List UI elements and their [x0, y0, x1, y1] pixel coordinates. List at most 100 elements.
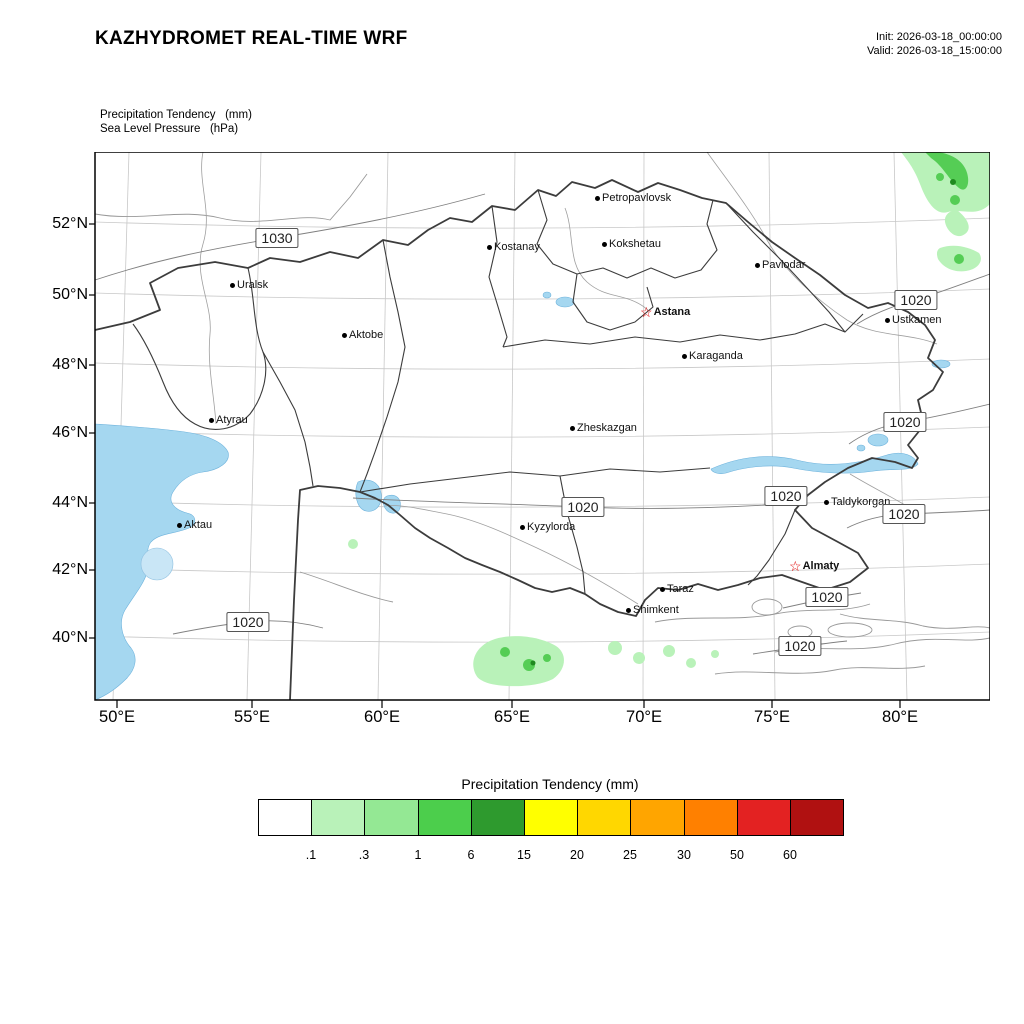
city-ustkamen: Ustkamen: [885, 314, 942, 326]
capital-star-icon: ☆: [789, 558, 802, 574]
city-label: Atyrau: [216, 414, 248, 426]
legend-tick: 1: [414, 848, 422, 862]
city-label: Zheskazgan: [577, 422, 637, 434]
legend-cell: [258, 799, 313, 836]
city-dot-icon: [755, 262, 760, 268]
lake-alakol: [867, 433, 889, 447]
city-dot-icon: [342, 332, 347, 338]
legend-cell: [470, 799, 525, 836]
lon-label-75e: 75°E: [754, 708, 790, 726]
city-dot-icon: [660, 586, 665, 592]
lon-label-50e: 50°E: [99, 708, 135, 726]
legend-tick: .1: [305, 848, 317, 862]
legend-cell: [683, 799, 738, 836]
city-label: Uralsk: [237, 279, 269, 291]
valid-time: Valid: 2026-03-18_15:00:00: [867, 45, 1002, 57]
lat-label-46n: 46°N: [52, 424, 88, 441]
kazakhstan-map: [89, 152, 990, 708]
city-petropavlovsk: Petropavlovsk: [595, 192, 671, 204]
legend-title: Precipitation Tendency (mm): [461, 776, 639, 792]
city-uralsk: Uralsk: [230, 279, 268, 291]
lat-label-50n: 50°N: [52, 286, 88, 303]
city-label: Shimkent: [633, 604, 679, 616]
lake-tengiz: [555, 296, 575, 308]
axis-ticks: [89, 223, 901, 708]
city-label: Almaty: [802, 560, 840, 572]
legend-tick: 50: [730, 848, 744, 862]
run-times: Init: 2026-03-18_00:00:00 Valid: 2026-03…: [867, 30, 1002, 58]
lake-balkhash: [710, 452, 919, 474]
lat-label-48n: 48°N: [52, 356, 88, 373]
city-label: Aktobe: [349, 329, 384, 341]
city-dot-icon: [230, 282, 235, 288]
city-label: Kyzylorda: [527, 521, 576, 533]
legend-cell: [364, 799, 419, 836]
lat-label-40n: 40°N: [52, 629, 88, 646]
field-label-precip: Precipitation Tendency (mm): [100, 109, 252, 121]
city-label: Karaganda: [689, 350, 743, 362]
city-taldykorgan: Taldykorgan: [824, 496, 890, 508]
page-title: KAZHYDROMET REAL-TIME WRF: [95, 28, 408, 49]
kazakhstan-border: [94, 179, 944, 701]
legend-colorbar: [258, 799, 845, 836]
city-pavlodar: Pavlodar: [755, 259, 805, 271]
city-dot-icon: [487, 244, 492, 250]
city-label: Petropavlovsk: [602, 192, 672, 204]
legend-tick: .3: [358, 848, 370, 862]
pressure-label-1020-h: 1020: [778, 636, 822, 656]
city-dot-icon: [209, 417, 214, 423]
city-kostanay: Kostanay: [487, 241, 540, 253]
city-taraz: Taraz: [660, 583, 694, 595]
lon-label-60e: 60°E: [364, 708, 400, 726]
city-dot-icon: [824, 499, 829, 505]
pressure-label-1020-a: 1020: [894, 290, 938, 310]
rivers: [199, 152, 938, 605]
city-label: Aktau: [184, 519, 213, 531]
city-karaganda: Karaganda: [682, 350, 743, 362]
city-dot-icon: [682, 353, 687, 359]
city-kokshetau: Kokshetau: [602, 238, 661, 250]
legend-tick: 60: [783, 848, 797, 862]
city-label: Astana: [653, 306, 691, 318]
city-zheskazgan: Zheskazgan: [570, 422, 637, 434]
map-frame: [94, 152, 990, 701]
legend-tick: 30: [677, 848, 691, 862]
city-label: Kokshetau: [609, 238, 661, 250]
field-label-slp: Sea Level Pressure (hPa): [100, 123, 239, 135]
city-dot-icon: [602, 241, 607, 247]
init-time: Init: 2026-03-18_00:00:00: [876, 31, 1002, 43]
pressure-label-1030: 1030: [255, 228, 299, 248]
city-dot-icon: [626, 607, 631, 613]
legend-cell: [523, 799, 579, 836]
kara-bogaz-gol: [140, 547, 174, 581]
legend-cell: [577, 799, 632, 836]
legend-cell: [736, 799, 791, 836]
city-astana: ☆ Astana: [640, 305, 690, 319]
city-dot-icon: [885, 317, 890, 323]
lat-label-44n: 44°N: [52, 494, 88, 511]
city-aktobe: Aktobe: [342, 329, 383, 341]
city-shimkent: Shimkent: [626, 604, 679, 616]
legend-tick: 20: [570, 848, 584, 862]
city-dot-icon: [520, 524, 525, 530]
pressure-label-1020-f: 1020: [226, 612, 270, 632]
legend-cell: [417, 799, 472, 836]
city-label: Pavlodar: [762, 259, 806, 271]
precipitation-areas: [348, 152, 990, 687]
lon-label-55e: 55°E: [234, 708, 270, 726]
city-aktau: Aktau: [177, 519, 212, 531]
city-label: Ustkamen: [892, 314, 942, 326]
pressure-label-1020-c: 1020: [561, 497, 605, 517]
capital-star-icon: ☆: [640, 304, 653, 320]
legend-cell: [311, 799, 366, 836]
city-label: Taraz: [667, 583, 694, 595]
pressure-label-1020-d: 1020: [764, 486, 808, 506]
city-atyrau: Atyrau: [209, 414, 248, 426]
lakes: [94, 291, 951, 701]
legend-cell: [630, 799, 685, 836]
pressure-label-1020-g: 1020: [805, 587, 849, 607]
city-dot-icon: [595, 195, 600, 201]
foreign-borders: [94, 173, 990, 675]
legend-tick: 25: [623, 848, 637, 862]
legend-tick: 6: [467, 848, 475, 862]
